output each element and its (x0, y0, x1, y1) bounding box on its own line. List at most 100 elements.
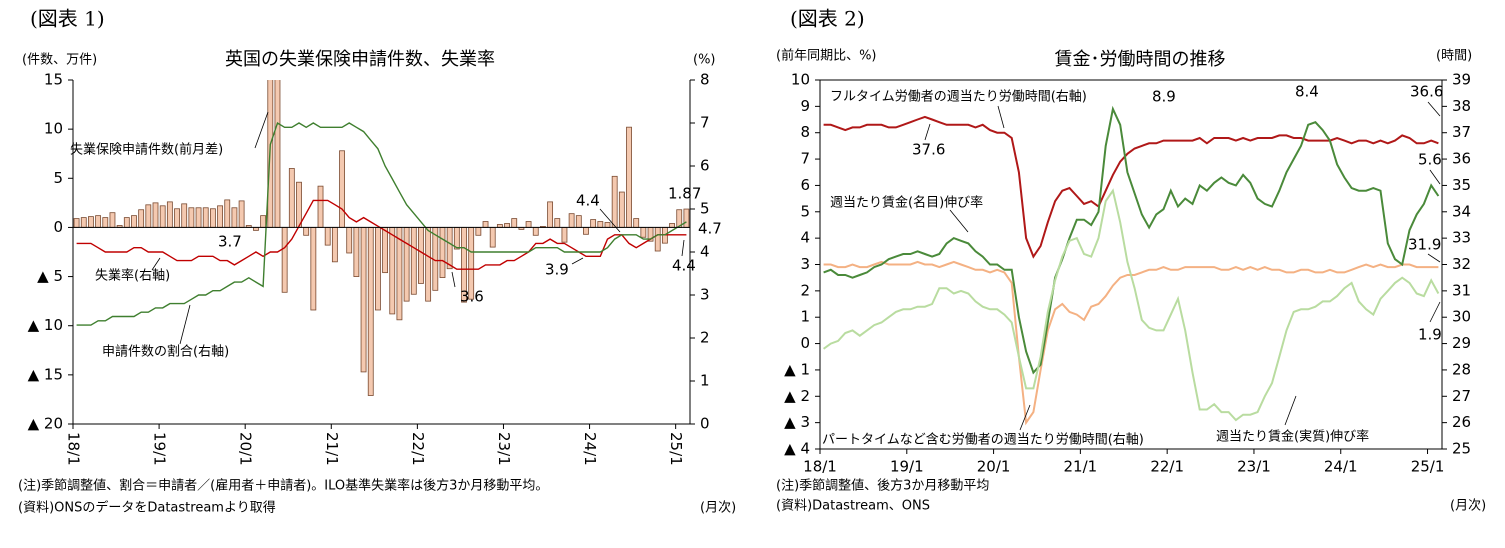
bar (583, 227, 589, 235)
bar (418, 227, 424, 284)
y2-tick-label: 38 (1452, 97, 1471, 115)
bar (310, 227, 317, 311)
x-tick-label: 21/1 (1064, 458, 1098, 476)
y2-tick-label: 31 (1452, 281, 1471, 299)
bar (195, 207, 202, 228)
bar (382, 227, 388, 274)
y2-tick-label: 1 (700, 372, 710, 390)
bar (489, 227, 496, 248)
y-tick-label: 5 (53, 169, 63, 187)
bar (109, 212, 116, 228)
bar (296, 181, 302, 228)
bar (231, 207, 238, 228)
annotation: 31.9 (1408, 236, 1441, 254)
bar (238, 200, 245, 228)
annotation: 37.6 (912, 141, 945, 159)
line (76, 121, 687, 326)
y2-tick-label: 25 (1452, 440, 1471, 458)
bar (138, 209, 145, 228)
leader-line (151, 257, 161, 271)
series-label: 失業保険申請件数(前月差) (70, 142, 223, 158)
y2-tick-label: 33 (1452, 229, 1471, 247)
y2-tick-label: 5 (700, 200, 710, 218)
x-tick-label: 22/1 (1150, 458, 1184, 476)
x-tick-label: 18/1 (65, 432, 83, 466)
y2-tick-label: 30 (1452, 308, 1471, 326)
y2-tick-label: 28 (1452, 360, 1471, 378)
bar (224, 199, 231, 228)
bar (626, 126, 632, 228)
y-tick-label: ▲ 1 (784, 360, 810, 378)
bar (568, 213, 575, 228)
leader-line (997, 105, 1005, 129)
bar (453, 227, 460, 250)
bar (446, 227, 453, 270)
figure-label: (図表 1) (30, 7, 105, 31)
bar (331, 227, 338, 263)
y2-tick-label: 35 (1452, 176, 1471, 194)
bar (475, 227, 482, 236)
y2-tick-label: 4 (700, 243, 710, 261)
bar (123, 217, 130, 228)
x-tick-label: 19/1 (151, 432, 169, 466)
annotation: 1.87 (668, 185, 701, 203)
bar (181, 203, 188, 228)
y-tick-label: 2 (800, 281, 810, 299)
bar (303, 227, 310, 236)
y2-tick-label: 27 (1452, 387, 1471, 405)
line (76, 199, 687, 270)
bar (288, 168, 295, 228)
bar (188, 207, 195, 228)
y-tick-label: ▲ 4 (784, 440, 810, 458)
bar (504, 223, 510, 228)
line (823, 105, 1440, 375)
annotation: 5.6 (1418, 151, 1442, 169)
source: (資料)ONSのデータをDatastreamより取得 (18, 500, 276, 516)
y2-tick-label: 3 (700, 286, 710, 304)
bar (317, 185, 324, 228)
y-tick-label: 8 (800, 123, 810, 141)
x-tick-label: 20/1 (977, 458, 1011, 476)
leader-line (571, 257, 584, 265)
bar (425, 227, 432, 302)
bar (633, 218, 640, 228)
y-tick-label: ▲ 5 (37, 267, 63, 285)
leader-line (1427, 101, 1441, 117)
leader-line (179, 304, 191, 345)
annotation: 8.4 (1295, 83, 1319, 101)
x-tick-label: 18/1 (803, 458, 837, 476)
bar (353, 227, 360, 277)
bar (554, 218, 561, 228)
y-tick-label: ▲ 20 (28, 415, 63, 433)
x-tick-label: 19/1 (890, 458, 924, 476)
plot-area (823, 105, 1440, 426)
series-label: 申請件数の割合(右軸) (102, 344, 229, 360)
bar (683, 208, 690, 228)
bar (525, 221, 532, 228)
leader-line (924, 123, 931, 141)
bar (267, 80, 274, 228)
x-tick-label: 24/1 (1324, 458, 1358, 476)
y-tick-label: 3 (800, 255, 810, 273)
bar (611, 175, 618, 228)
x-tick-label: 24/1 (581, 432, 599, 466)
bar (102, 217, 109, 228)
bar (439, 227, 446, 278)
bar (532, 227, 539, 236)
leader-line (1429, 301, 1441, 323)
bar (152, 202, 159, 228)
chart-title: 賃金･労働時間の推移 (1055, 49, 1226, 70)
y-tick-label: ▲ 10 (28, 316, 63, 334)
bar (403, 227, 410, 302)
bar (367, 227, 374, 396)
y2-tick-label: 36 (1452, 150, 1471, 168)
y-tick-label: ▲ 2 (784, 387, 810, 405)
y2-tick-label: 32 (1452, 255, 1471, 273)
y2-tick-label: 0 (700, 415, 710, 433)
bar (80, 217, 87, 228)
annotation: 3.6 (460, 288, 484, 306)
y-tick-label: 15 (44, 71, 63, 89)
series-label: 失業率(右軸) (95, 268, 170, 284)
bar (217, 205, 223, 228)
bar (640, 227, 647, 238)
